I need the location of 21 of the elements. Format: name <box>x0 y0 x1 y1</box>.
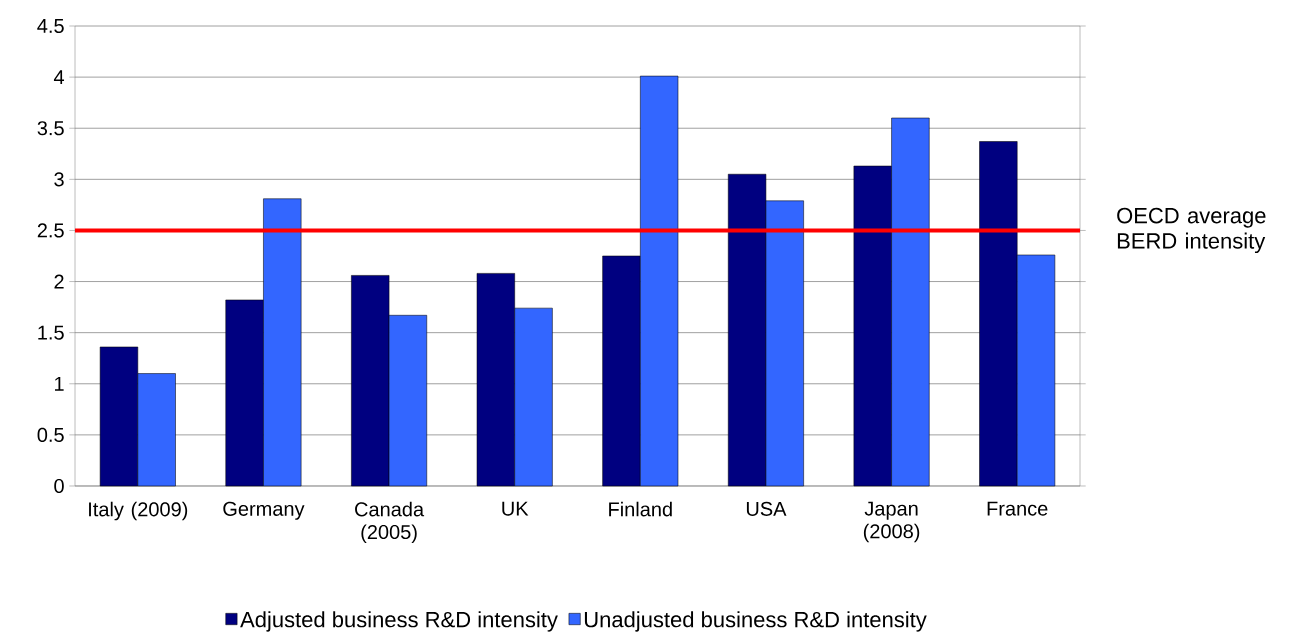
ref-line-label: OECD average BERD intensity <box>1117 207 1266 253</box>
y-tick-label: 1 <box>55 376 64 391</box>
y-tick-label: 2 <box>54 274 64 289</box>
x-tick-label: Finland <box>609 501 672 517</box>
legend-label: Adjusted business R&D intensity <box>240 610 558 632</box>
x-tick-label: USA <box>746 501 787 516</box>
y-tick-label: 3 <box>54 172 64 187</box>
y-tick-label: 0.5 <box>37 427 64 442</box>
x-tick-label: France <box>987 501 1048 516</box>
x-tick-label: Canada (2005) <box>355 501 425 543</box>
y-tick-label: 1.5 <box>38 325 64 340</box>
y-tick-label: 3.5 <box>37 120 64 136</box>
x-tick-label: UK <box>502 501 529 516</box>
legend-label: Unadjusted business R&D intensity <box>584 610 927 632</box>
y-tick-label: 4 <box>53 70 65 84</box>
x-tick-label: Germany <box>223 501 305 520</box>
y-tick-label: 0 <box>54 478 64 493</box>
x-tick-label: Italy (2009) <box>89 501 188 521</box>
x-tick-label: Japan (2008) <box>863 501 920 543</box>
y-tick-label: 4.5 <box>37 18 64 33</box>
y-tick-label: 2.5 <box>37 223 64 238</box>
